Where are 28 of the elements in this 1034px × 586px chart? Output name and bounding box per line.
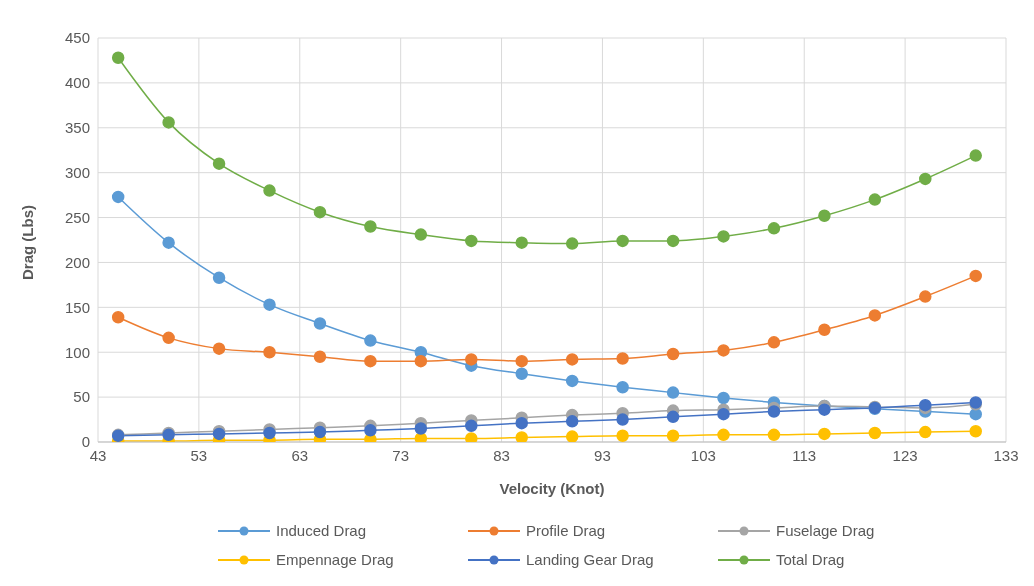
y-tick-label: 300: [64, 163, 90, 181]
x-tick-label: 103: [690, 446, 716, 464]
y-tick-label: 450: [64, 29, 90, 47]
y-axis-title: Drag (Lbs): [19, 205, 37, 280]
x-tick-label: 93: [594, 446, 611, 464]
x-tick-label: 53: [190, 446, 208, 464]
legend-label: Landing Gear Drag: [526, 551, 654, 568]
y-tick-label: 200: [64, 253, 90, 271]
y-tick-label: 250: [64, 208, 90, 226]
y-tick-label: 350: [64, 119, 90, 137]
x-tick-label: 43: [89, 446, 107, 464]
y-tick-label: 50: [73, 388, 90, 406]
legend-label: Total Drag: [776, 551, 845, 568]
x-tick-label: 123: [892, 446, 918, 464]
y-tick-label: 0: [81, 433, 90, 451]
legend-label: Empennage Drag: [276, 551, 394, 568]
legend-label: Profile Drag: [526, 522, 606, 539]
y-tick-label: 100: [64, 343, 90, 361]
legend-label: Induced Drag: [276, 522, 367, 539]
x-tick-label: 113: [792, 446, 817, 464]
x-axis-title: Velocity (Knot): [499, 480, 605, 497]
y-tick-label: 150: [64, 298, 90, 316]
legend-label: Fuselage Drag: [776, 522, 875, 539]
x-tick-label: 83: [493, 446, 510, 464]
x-tick-label: 63: [291, 446, 309, 464]
x-tick-label: 73: [392, 446, 410, 464]
y-tick-label: 400: [64, 74, 90, 92]
x-tick-label: 133: [993, 446, 1019, 464]
